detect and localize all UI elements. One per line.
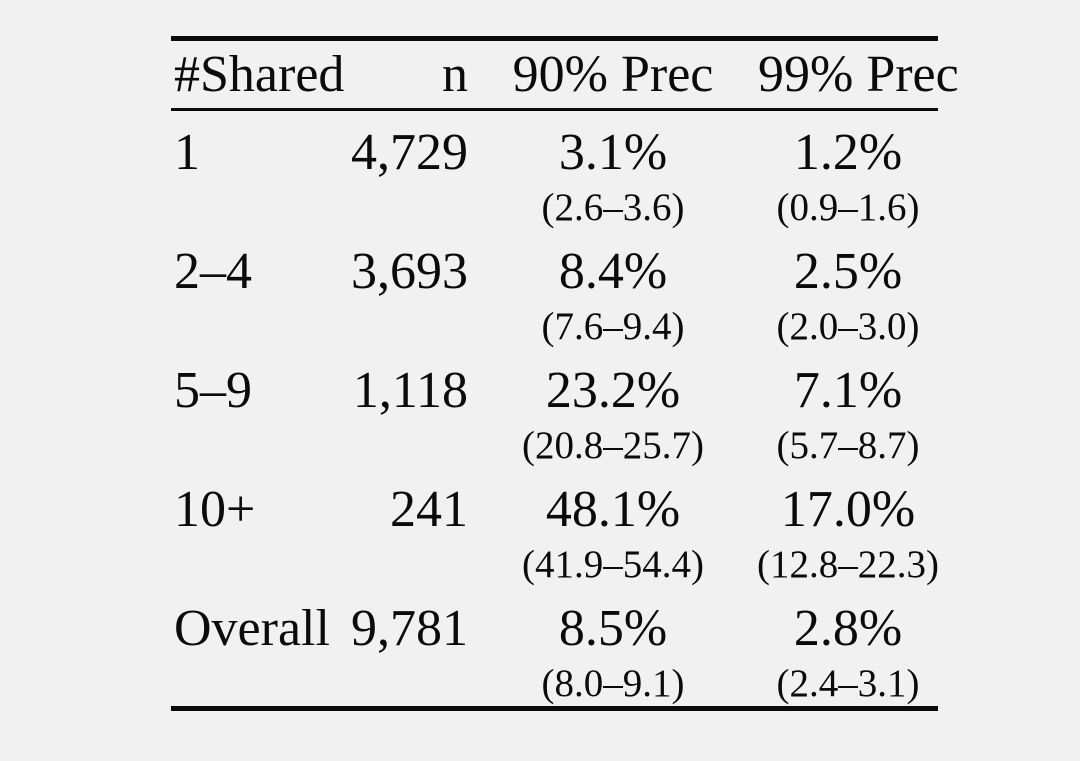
n-value: 9,781 <box>351 600 468 657</box>
table-header-row: #Shared n 90% Prec 99% Prec <box>171 39 959 110</box>
prec90-ci: (7.6–9.4) <box>541 305 685 348</box>
prec99-value: 2.5% <box>793 243 903 300</box>
prec99-value: 1.2% <box>793 124 903 181</box>
prec90-value: 8.5% <box>558 600 668 657</box>
table-row: 10+ 241 48.1% (41.9–54.4) 17.0% (12.8–22… <box>171 468 939 587</box>
shared-count-value: 1 <box>174 124 200 181</box>
prec99-ci: (2.4–3.1) <box>776 662 920 705</box>
table-row: Overall 9,781 8.5% (8.0–9.1) 2.8% (2.4–3… <box>171 587 938 709</box>
table-row: 1 4,729 3.1% (2.6–3.6) 1.2% (0.9–1.6) <box>171 110 938 231</box>
column-header-shared: #Shared <box>174 46 345 103</box>
prec99-value: 17.0% <box>780 481 916 538</box>
prec99-ci: (5.7–8.7) <box>776 424 920 467</box>
column-header-90-prec: 90% Prec <box>512 46 714 103</box>
n-value: 241 <box>390 481 468 538</box>
prec99-ci: (0.9–1.6) <box>776 186 920 229</box>
column-header-99-prec: 99% Prec <box>758 46 959 103</box>
table-row: 2–4 3,693 8.4% (7.6–9.4) 2.5% (2.0–3.0) <box>171 230 938 349</box>
prec99-ci: (2.0–3.0) <box>776 305 920 348</box>
prec99-ci: (12.8–22.3) <box>757 543 939 586</box>
prec90-value: 48.1% <box>545 481 681 538</box>
prec90-value: 23.2% <box>545 362 681 419</box>
n-value: 4,729 <box>351 124 468 181</box>
prec90-value: 3.1% <box>558 124 668 181</box>
shared-count-value: 5–9 <box>174 362 252 419</box>
prec99-value: 7.1% <box>793 362 903 419</box>
prec90-ci: (2.6–3.6) <box>541 186 685 229</box>
column-header-n: n <box>442 46 468 103</box>
n-value: 1,118 <box>352 362 468 419</box>
prec90-ci: (8.0–9.1) <box>541 662 685 705</box>
precision-table: #Shared n 90% Prec 99% Prec 1 4,729 3.1%… <box>171 36 959 711</box>
prec90-value: 8.4% <box>558 243 668 300</box>
n-value: 3,693 <box>351 243 468 300</box>
shared-count-value: Overall <box>174 600 330 657</box>
prec90-ci: (20.8–25.7) <box>522 424 704 467</box>
prec99-value: 2.8% <box>793 600 903 657</box>
shared-count-value: 10+ <box>174 481 256 538</box>
table-row: 5–9 1,118 23.2% (20.8–25.7) 7.1% (5.7–8.… <box>171 349 938 468</box>
shared-count-value: 2–4 <box>174 243 252 300</box>
prec90-ci: (41.9–54.4) <box>522 543 704 586</box>
